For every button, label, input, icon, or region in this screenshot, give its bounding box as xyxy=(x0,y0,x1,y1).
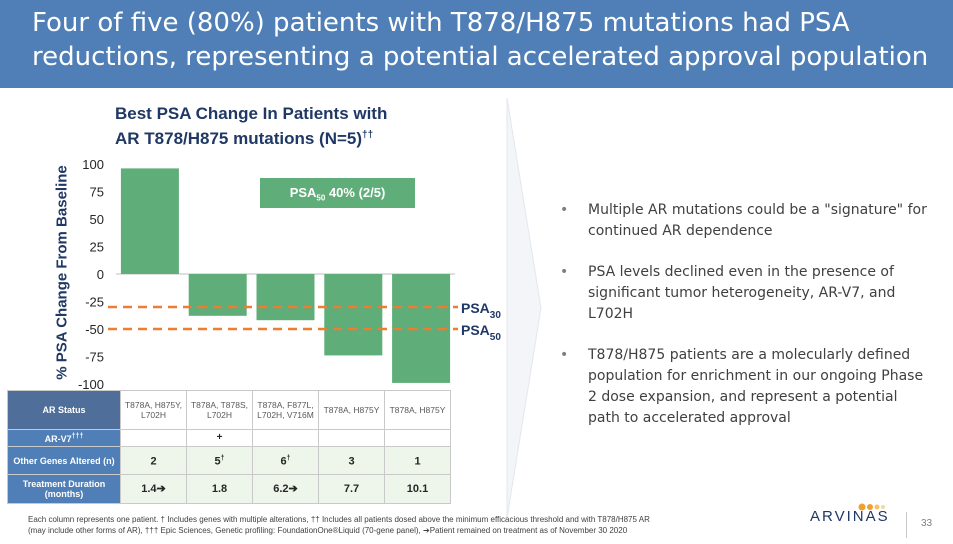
y-tick-label: -75 xyxy=(85,350,104,365)
patient-status-table: AR Status T878A, H875Y, L702H T878A, T87… xyxy=(7,390,451,504)
bullet-dot-icon: • xyxy=(560,347,569,363)
other-genes-value: 5 xyxy=(214,455,221,468)
table-row-other-genes: Other Genes Altered (n) 2 5† 6† 3 1 xyxy=(7,446,451,475)
psa-bar xyxy=(120,168,179,274)
duration-cell: 7.7 xyxy=(318,474,385,504)
ar-status-cell: T878A, H875Y xyxy=(318,390,385,430)
ongoing-arrow-icon: ➔ xyxy=(288,483,298,495)
duration-cell: 6.2➔ xyxy=(252,474,319,504)
ar-v7-cell xyxy=(252,429,319,447)
other-genes-cell: 2 xyxy=(120,446,187,475)
row-header-other-genes: Other Genes Altered (n) xyxy=(7,446,121,475)
y-tick-label: 0 xyxy=(97,267,104,282)
bullet-item: • PSA levels declined even in the presenc… xyxy=(560,262,930,325)
ongoing-arrow-icon: ➔ xyxy=(156,483,166,495)
ar-status-cell: T878A, H875Y, L702H xyxy=(120,390,187,430)
bullet-list: • Multiple AR mutations could be a "signa… xyxy=(560,200,930,449)
page-number: 33 xyxy=(921,518,933,529)
callout-sub: 50 xyxy=(316,193,326,203)
duration-value: 7.7 xyxy=(343,483,360,495)
ar-status-cell: T878A, F877L, L702H, V716M xyxy=(252,390,319,430)
other-genes-cell: 3 xyxy=(318,446,385,475)
footer-divider xyxy=(906,512,907,538)
y-tick-label: 50 xyxy=(90,212,104,227)
footnote: Each column represents one patient. † In… xyxy=(28,514,808,536)
bullet-text: Multiple AR mutations could be a "signat… xyxy=(588,202,927,239)
chart-title-sup: †† xyxy=(362,129,374,141)
duration-cell: 1.8 xyxy=(186,474,253,504)
bullet-text: T878/H875 patients are a molecularly def… xyxy=(588,347,924,426)
other-genes-cell: 1 xyxy=(384,446,451,475)
y-tick-label: -100 xyxy=(78,377,104,392)
chevron-divider-icon xyxy=(506,98,542,518)
duration-cell: 10.1 xyxy=(384,474,451,504)
callout-text: 40% (2/5) xyxy=(325,185,386,200)
chart-title-line-2: AR T878/H875 mutations (N=5)†† xyxy=(115,129,373,149)
slide-title-line-1: Four of five (80%) patients with T878/H8… xyxy=(32,8,850,38)
row-header-ar-status: AR Status xyxy=(7,390,121,430)
ar-status-cell: T878A, H875Y xyxy=(384,390,451,430)
ar-status-cell: T878A, T878S, L702H xyxy=(186,390,253,430)
psa-bar xyxy=(324,274,383,356)
duration-value: 10.1 xyxy=(406,483,429,495)
y-tick-label: -25 xyxy=(85,295,104,310)
psa-bar xyxy=(188,274,247,316)
other-genes-value: 6 xyxy=(280,455,287,468)
y-tick-label: -50 xyxy=(85,322,104,337)
chart-title-line-1: Best PSA Change In Patients with xyxy=(115,104,388,123)
ar-v7-sup: ††† xyxy=(71,433,84,440)
ar-v7-cell: + xyxy=(186,429,253,447)
duration-value: 1.4 xyxy=(141,483,157,495)
table-row-ar-v7: AR-V7††† + xyxy=(7,429,451,447)
footnote-line-2: (may include other forms of AR), ††† Epi… xyxy=(28,526,628,535)
ar-v7-label: AR-V7 xyxy=(44,434,72,444)
bullet-dot-icon: • xyxy=(560,202,569,218)
row-header-duration: Treatment Duration (months) xyxy=(7,474,121,504)
duration-cell: 1.4➔ xyxy=(120,474,187,504)
table-row-ar-status: AR Status T878A, H875Y, L702H T878A, T87… xyxy=(7,390,451,430)
reference-label-psa30: PSA30 xyxy=(461,300,501,321)
footnote-line-1: Each column represents one patient. † In… xyxy=(28,515,650,524)
bullet-item: • T878/H875 patients are a molecularly de… xyxy=(560,345,930,429)
other-genes-value: 1 xyxy=(414,455,421,468)
callout-prefix: PSA xyxy=(289,185,317,200)
bullet-item: • Multiple AR mutations could be a "signa… xyxy=(560,200,930,242)
y-tick-label: 100 xyxy=(82,157,104,172)
bullet-text: PSA levels declined even in the presence… xyxy=(588,264,896,322)
other-genes-cell: 5† xyxy=(186,446,253,475)
other-genes-value: 2 xyxy=(150,455,157,468)
other-genes-sup: † xyxy=(220,455,225,463)
psa50-callout: PSA50 40% (2/5) xyxy=(260,178,415,208)
psa-bar xyxy=(256,274,315,321)
other-genes-sup: † xyxy=(286,455,291,463)
row-header-ar-v7: AR-V7††† xyxy=(7,429,121,447)
duration-value: 1.8 xyxy=(211,483,228,495)
other-genes-cell: 6† xyxy=(252,446,319,475)
y-tick-label: 75 xyxy=(90,185,104,200)
chart-title-line-2-text: AR T878/H875 mutations (N=5) xyxy=(115,129,363,148)
title-bar: Four of five (80%) patients with T878/H8… xyxy=(0,0,953,88)
ar-v7-cell xyxy=(120,429,187,447)
ar-v7-cell xyxy=(318,429,385,447)
duration-value: 6.2 xyxy=(273,483,289,495)
ar-v7-cell xyxy=(384,429,451,447)
slide-title-line-2: reductions, representing a potential acc… xyxy=(32,42,929,72)
other-genes-value: 3 xyxy=(348,455,355,468)
reference-label-psa50: PSA50 xyxy=(461,322,501,343)
bullet-dot-icon: • xyxy=(560,264,569,280)
arvinas-logo: ARVINAS xyxy=(810,508,890,525)
logo-dots-icon xyxy=(858,503,885,511)
y-tick-label: 25 xyxy=(90,240,104,255)
table-row-duration: Treatment Duration (months) 1.4➔ 1.8 6.2… xyxy=(7,474,451,504)
